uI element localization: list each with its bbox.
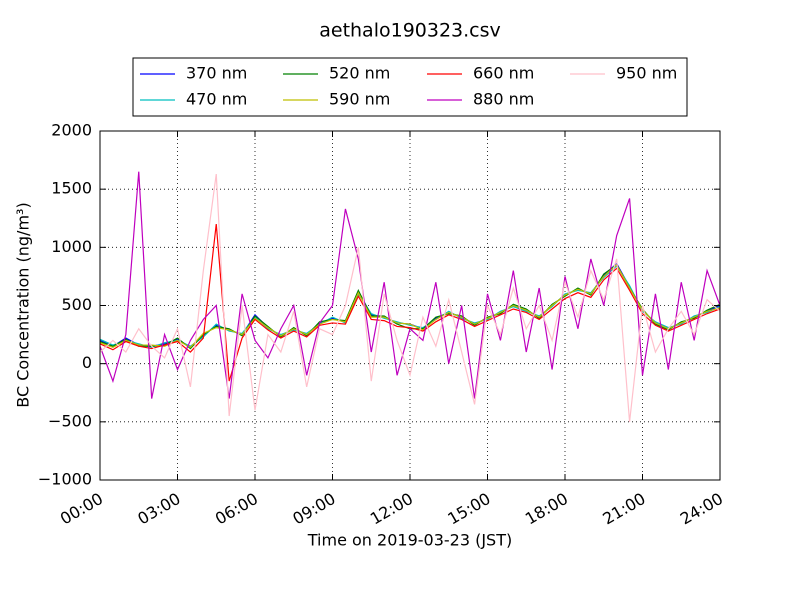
legend [132, 57, 688, 117]
chart-title: aethalo190323.csv [319, 20, 501, 42]
legend-label: 520 nm [329, 64, 390, 83]
series-line [100, 173, 720, 422]
y-tick-label: 1500 [51, 179, 92, 198]
series-line [100, 224, 720, 382]
y-tick-label: 2000 [51, 121, 92, 140]
legend-label: 880 nm [473, 90, 534, 109]
legend-label: 470 nm [186, 90, 247, 109]
plot-area [100, 131, 720, 480]
legend-label: 950 nm [616, 64, 677, 83]
y-axis-label: BC Concentration (ng/m³) [14, 202, 33, 407]
y-tick-label: 500 [61, 295, 92, 314]
y-tick-label: −500 [48, 411, 92, 430]
y-tick-label: 0 [82, 353, 92, 372]
y-tick-label: 1000 [51, 237, 92, 256]
axes-frame [99, 130, 721, 481]
series-line [100, 171, 720, 399]
legend-label: 590 nm [329, 90, 390, 109]
x-axis-label: Time on 2019-03-23 (JST) [307, 531, 512, 550]
y-tick-label: −1000 [38, 470, 92, 489]
legend-label: 370 nm [186, 64, 247, 83]
legend-label: 660 nm [473, 64, 534, 83]
